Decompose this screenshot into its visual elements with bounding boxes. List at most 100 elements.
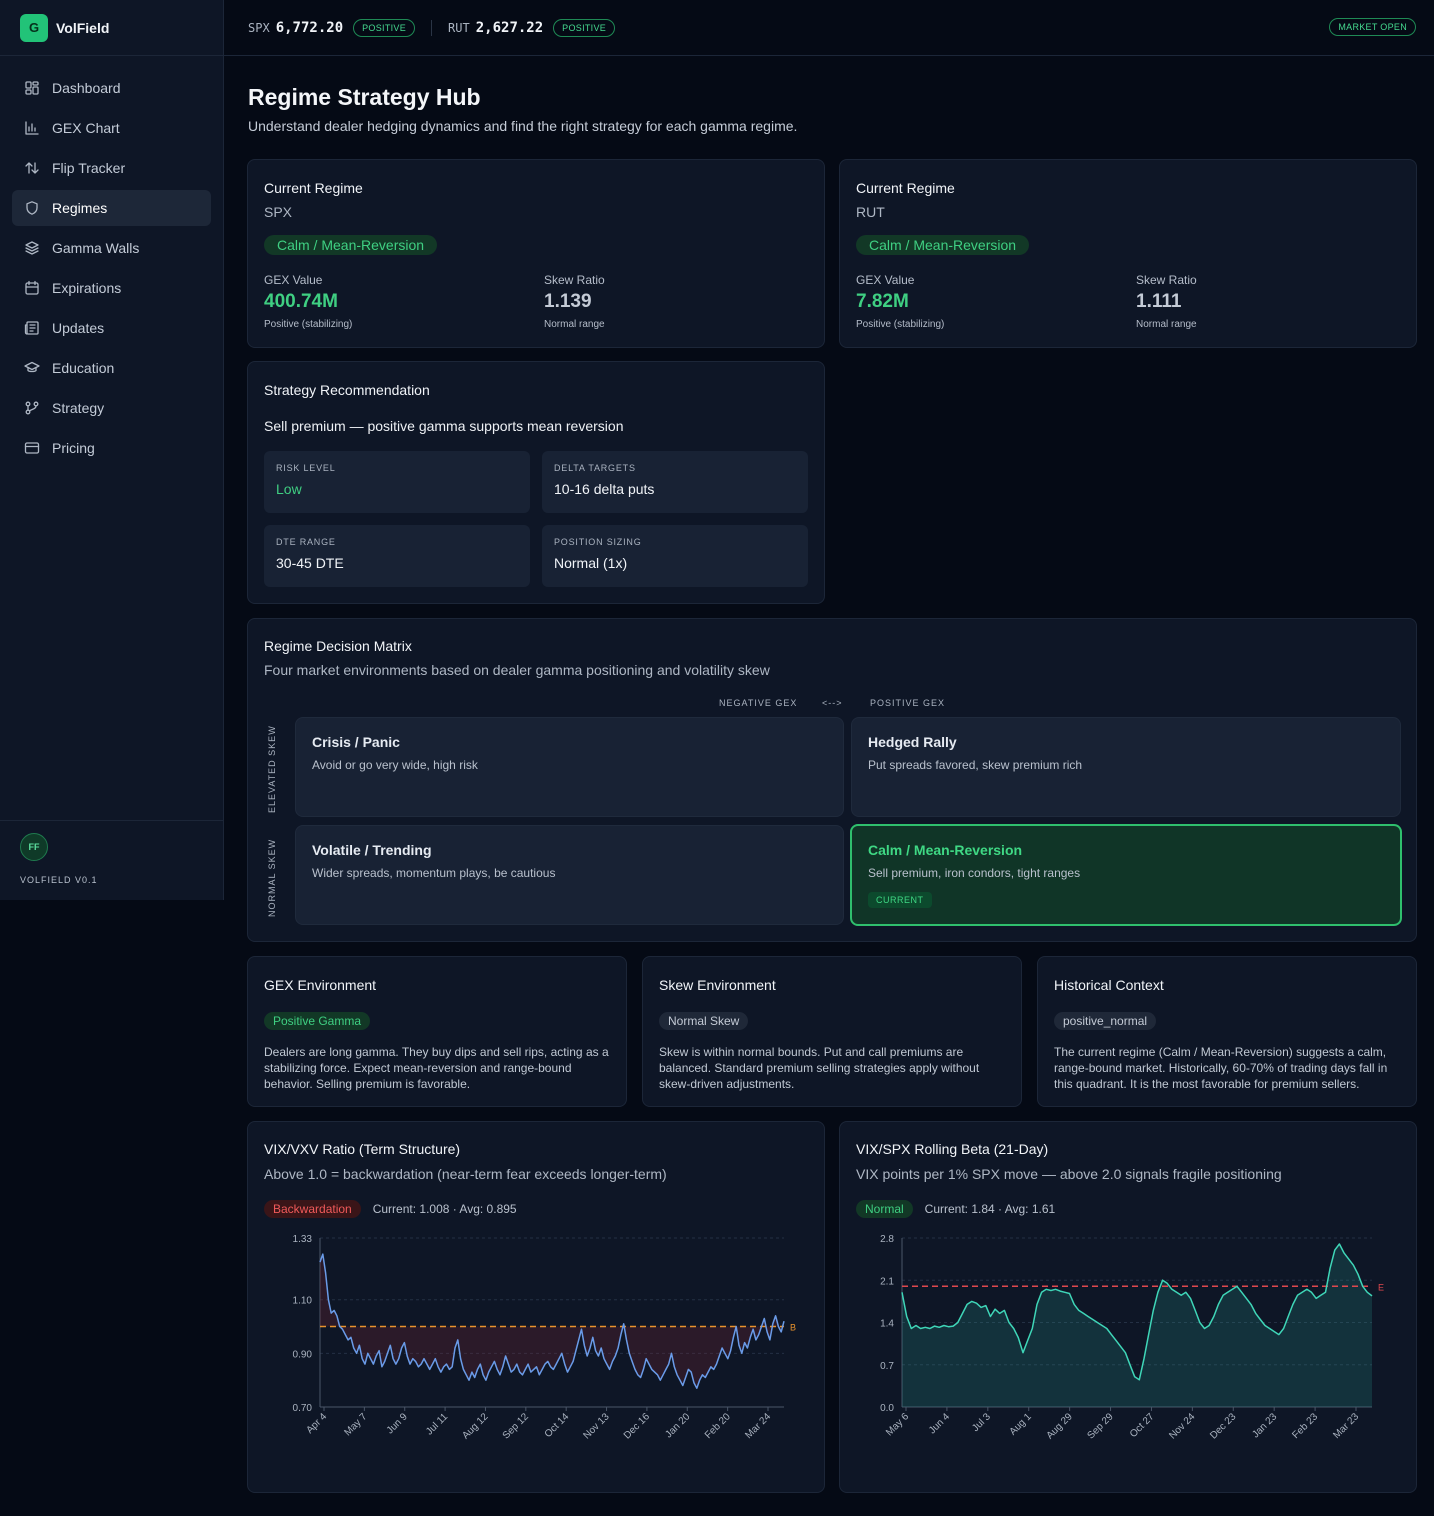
skew-note: Normal range	[544, 319, 605, 330]
page-title: Regime Strategy Hub	[248, 84, 481, 110]
beta-status-badge: Normal	[856, 1200, 913, 1218]
sidebar-item-strategy[interactable]: Strategy	[12, 390, 211, 426]
sidebar-item-flip-tracker[interactable]: Flip Tracker	[12, 150, 211, 186]
delta-targets-box: DELTA TARGETS 10-16 delta puts	[542, 451, 808, 513]
ticker-symbol: SPX	[248, 20, 270, 35]
axis-positive-gex: POSITIVE GEX	[870, 698, 946, 708]
vix-beta-card: VIX/SPX Rolling Beta (21-Day) VIX points…	[839, 1121, 1417, 1493]
env-text: Skew is within normal bounds. Put and ca…	[659, 1045, 980, 1091]
regime-badge: Calm / Mean-Reversion	[264, 235, 438, 255]
vix-ratio-chart: 1.33 1.10 0.90 0.70 B Apr 4 May 7 Jun 9 Jul 11 Au…	[293, 1234, 796, 1442]
y-tick-label: 0.7	[880, 1361, 894, 1372]
card-title: Skew Environment	[659, 977, 776, 993]
sidebar-item-label: Dashboard	[52, 80, 121, 96]
ticker-symbol: RUT	[448, 20, 470, 35]
sidebar-item-dashboard[interactable]: Dashboard	[12, 70, 211, 106]
ticker-divider	[431, 19, 433, 36]
y-tick-label: 2.8	[880, 1234, 894, 1245]
regime-symbol: SPX	[264, 204, 293, 220]
series-line	[901, 1243, 1373, 1381]
sidebar-item-label: GEX Chart	[52, 120, 120, 136]
sidebar-item-label: Flip Tracker	[52, 160, 126, 176]
axis-negative-gex: NEGATIVE GEX	[719, 698, 798, 708]
x-tick-label: Feb 23	[1290, 1411, 1320, 1441]
x-tick-label: Sep 12	[501, 1411, 531, 1441]
gex-label: GEX Value	[856, 273, 915, 287]
sidebar-item-gex-chart[interactable]: GEX Chart	[12, 110, 211, 146]
cell-title: Calm / Mean-Reversion	[868, 842, 1023, 858]
y-tick-label: 1.4	[880, 1319, 894, 1330]
ticker-status-badge: POSITIVE	[553, 18, 616, 37]
sidebar-item-gamma-walls[interactable]: Gamma Walls	[12, 230, 211, 266]
x-tick-label: Jul 11	[424, 1411, 450, 1437]
vix-ratio-card: VIX/VXV Ratio (Term Structure) Above 1.0…	[247, 1121, 825, 1493]
x-tick-label: May 7	[342, 1411, 369, 1438]
y-tick-label: 1.10	[293, 1296, 313, 1307]
card-title: Historical Context	[1054, 977, 1164, 993]
version-label: VOLFIELD V0.1	[20, 875, 98, 885]
x-tick-label: Aug 1	[1008, 1411, 1035, 1438]
brand[interactable]: G VolField	[0, 0, 223, 56]
regime-card-rut: Current Regime RUT Calm / Mean-Reversion…	[839, 159, 1417, 348]
card-title: VIX/SPX Rolling Beta (21-Day)	[856, 1141, 1049, 1157]
avatar[interactable]: FF	[20, 833, 48, 861]
rec-label: POSITION SIZING	[554, 537, 642, 547]
cell-title: Volatile / Trending	[312, 842, 432, 858]
rec-value: 30-45 DTE	[276, 555, 344, 571]
skew-label: Skew Ratio	[544, 273, 605, 287]
decision-matrix-card: Regime Decision Matrix Four market envir…	[247, 618, 1417, 942]
sidebar-item-label: Education	[52, 360, 115, 376]
y-tick-label: 1.33	[293, 1234, 313, 1245]
env-text: The current regime (Calm / Mean-Reversio…	[1054, 1045, 1388, 1091]
matrix-cell-calm[interactable]: Calm / Mean-Reversion Sell premium, iron…	[850, 824, 1402, 926]
dte-range-box: DTE RANGE 30-45 DTE	[264, 525, 530, 587]
env-badge: Positive Gamma	[264, 1012, 371, 1030]
gex-note: Positive (stabilizing)	[264, 319, 353, 330]
gex-value: 7.82M	[856, 291, 909, 312]
series-line	[319, 1253, 785, 1389]
page-subtitle: Understand dealer hedging dynamics and f…	[248, 118, 798, 134]
axis-normal-skew: NORMAL SKEW	[267, 838, 277, 917]
matrix-cell-volatile[interactable]: Volatile / Trending Wider spreads, momen…	[295, 825, 844, 925]
cell-desc: Sell premium, iron condors, tight ranges	[868, 866, 1081, 880]
sidebar-item-pricing[interactable]: Pricing	[12, 430, 211, 466]
x-tick-label: Dec 16	[622, 1411, 652, 1441]
rec-label: DELTA TARGETS	[554, 463, 636, 473]
sidebar-item-regimes[interactable]: Regimes	[12, 190, 211, 226]
strategy-card: Strategy Recommendation Sell premium — p…	[247, 361, 825, 604]
sidebar-item-expirations[interactable]: Expirations	[12, 270, 211, 306]
x-tick-label: Jul 3	[970, 1411, 993, 1434]
gex-label: GEX Value	[264, 273, 323, 287]
x-tick-label: Aug 12	[460, 1411, 490, 1441]
threshold-label: E	[1378, 1282, 1384, 1292]
x-tick-label: Dec 23	[1208, 1411, 1238, 1441]
market-status-badge: MARKET OPEN	[1329, 18, 1416, 36]
skew-note: Normal range	[1136, 319, 1197, 330]
topbar: SPX 6,772.20 POSITIVE RUT 2,627.22 POSIT…	[224, 0, 1434, 56]
skew-label: Skew Ratio	[1136, 273, 1197, 287]
brand-logo: G	[20, 13, 48, 42]
skew-environment-card: Skew Environment Normal Skew Skew is wit…	[642, 956, 1022, 1107]
env-text: Dealers are long gamma. They buy dips an…	[264, 1045, 609, 1091]
card-title: Regime Decision Matrix	[264, 638, 412, 654]
matrix-cell-crisis[interactable]: Crisis / Panic Avoid or go very wide, hi…	[295, 717, 844, 817]
chart-stats: Current: 1.84 · Avg: 1.61	[924, 1202, 1056, 1216]
ticker-spx: SPX 6,772.20 POSITIVE	[248, 18, 416, 37]
sidebar-item-label: Expirations	[52, 280, 122, 296]
sidebar-item-updates[interactable]: Updates	[12, 310, 211, 346]
git-branch-icon	[24, 400, 40, 416]
x-tick-label: Apr 4	[304, 1411, 329, 1436]
regime-badge: Calm / Mean-Reversion	[856, 235, 1030, 255]
card-subtitle: Four market environments based on dealer…	[264, 662, 770, 678]
dashboard-icon	[24, 80, 40, 96]
x-tick-label: Jun 4	[927, 1411, 952, 1436]
rec-value: 10-16 delta puts	[554, 481, 655, 497]
cell-title: Hedged Rally	[868, 734, 957, 750]
card-title: VIX/VXV Ratio (Term Structure)	[264, 1141, 461, 1157]
current-badge: CURRENT	[868, 892, 932, 908]
y-tick-label: 0.90	[293, 1349, 313, 1360]
sidebar-item-education[interactable]: Education	[12, 350, 211, 386]
brand-name: VolField	[56, 19, 110, 36]
env-badge: positive_normal	[1054, 1012, 1157, 1030]
matrix-cell-hedged-rally[interactable]: Hedged Rally Put spreads favored, skew p…	[851, 717, 1401, 817]
